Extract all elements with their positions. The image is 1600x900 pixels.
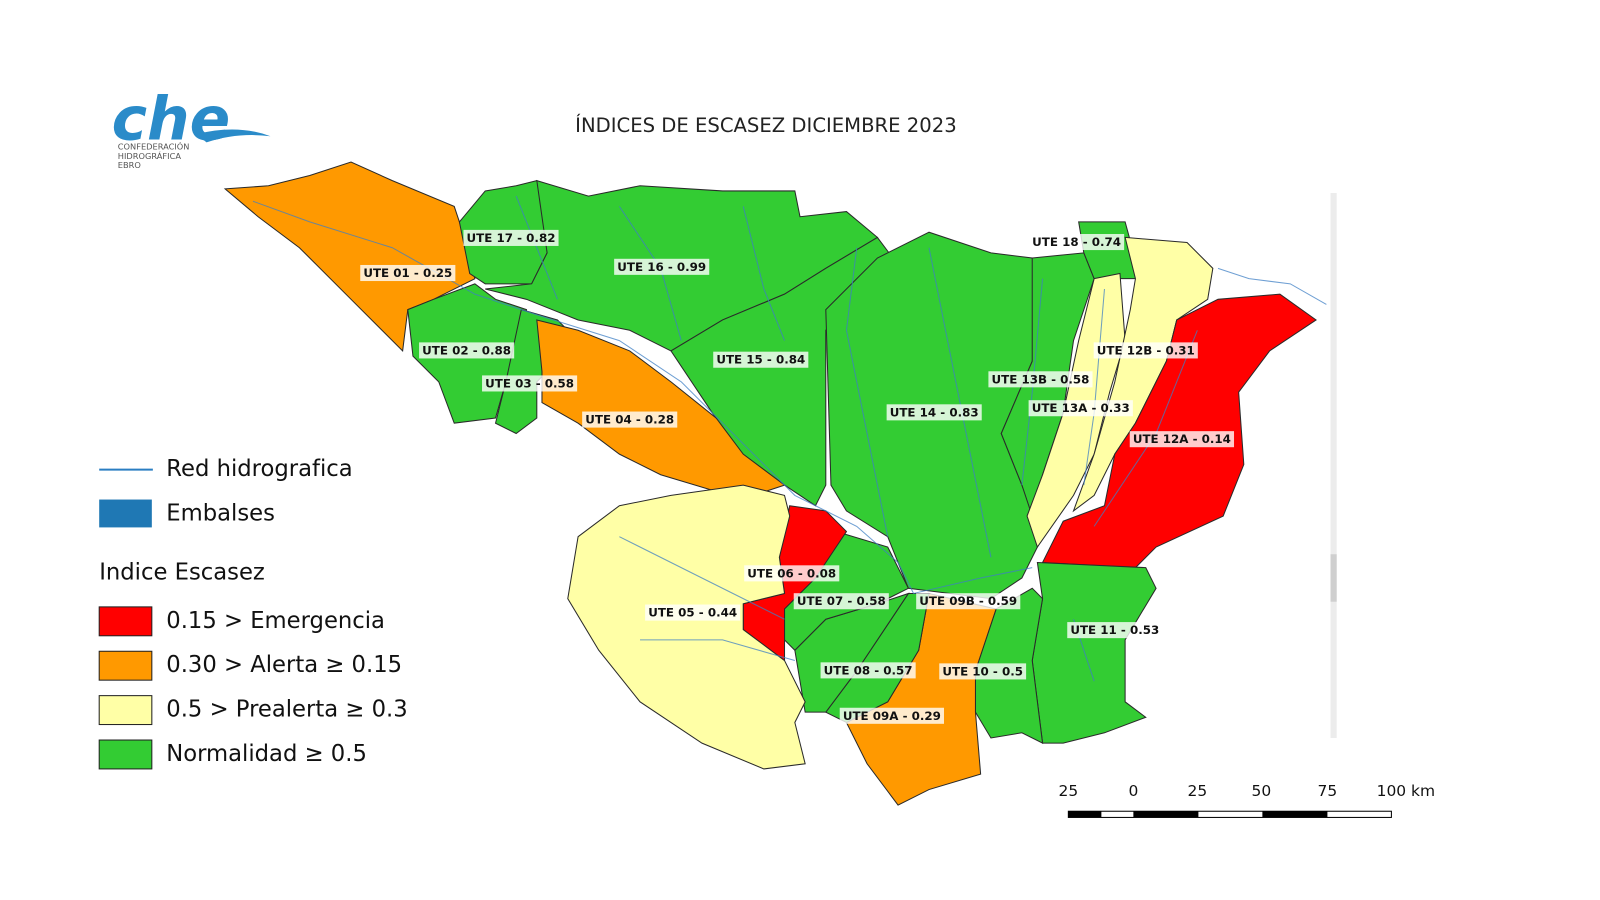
region-label: UTE 01 - 0.25 — [363, 266, 452, 280]
scale-label: 100 km — [1377, 782, 1435, 800]
logo-mark: che — [112, 84, 231, 154]
region-label: UTE 18 - 0.74 — [1032, 235, 1121, 249]
scale-label: 50 — [1252, 782, 1272, 800]
label-background — [360, 264, 456, 282]
scale-bar: 25 0 25 50 75 100 km — [1059, 782, 1435, 818]
logo-wave — [196, 129, 271, 143]
region-label: UTE 09B - 0.59 — [919, 594, 1017, 608]
legend: Red hidrografica Embalses Indice Escasez… — [98, 456, 408, 770]
legend-heading: Indice Escasez — [99, 559, 265, 585]
label-background — [1129, 431, 1235, 448]
region-label: UTE 11 - 0.53 — [1070, 623, 1159, 637]
label-background — [820, 662, 916, 679]
label-background — [939, 663, 1027, 680]
region-label: UTE 08 - 0.57 — [824, 663, 913, 677]
region-label: UTE 10 - 0.5 — [942, 664, 1023, 678]
rivers — [252, 195, 1327, 682]
legend-swatch — [98, 606, 153, 637]
legend-swatch — [99, 499, 152, 528]
logo-text: EBRO — [118, 160, 142, 170]
region — [1041, 293, 1317, 569]
legend-class: Normalidad ≥ 0.5 — [166, 741, 367, 767]
region-label: UTE 03 - 0.58 — [485, 376, 574, 390]
map-title: ÍNDICES DE ESCASEZ DICIEMBRE 2023 — [575, 114, 957, 137]
region-label: UTE 05 - 0.44 — [648, 606, 737, 620]
region-label: UTE 17 - 0.82 — [467, 231, 556, 245]
region-label: UTE 02 - 0.88 — [422, 343, 511, 357]
logo: che CONFEDERACIÓN HIDROGRÁFICA EBRO — [112, 84, 271, 170]
legend-class: 0.30 > Alerta ≥ 0.15 — [166, 652, 402, 678]
region-label: UTE 09A - 0.29 — [843, 709, 941, 723]
label-background — [582, 411, 678, 428]
label-background — [645, 604, 741, 621]
label-background — [1029, 234, 1125, 251]
scrollbar-track — [1330, 193, 1337, 738]
label-background — [1028, 400, 1133, 417]
label-background — [916, 593, 1021, 610]
scale-segment — [1133, 811, 1199, 818]
label-background — [1067, 622, 1163, 639]
region-label: UTE 13B - 0.58 — [992, 372, 1090, 386]
region-label: UTE 07 - 0.58 — [797, 594, 886, 608]
scale-label: 25 — [1188, 782, 1208, 800]
label-background — [419, 342, 515, 359]
logo-text: HIDROGRÁFICA — [118, 150, 182, 161]
label-background — [839, 707, 944, 724]
scale-label: 25 — [1059, 782, 1079, 800]
label-background — [463, 229, 559, 246]
region-label: UTE 15 - 0.84 — [716, 353, 805, 367]
scale-label: 0 — [1128, 782, 1138, 800]
label-background — [1093, 342, 1198, 359]
legend-swatch — [98, 650, 153, 681]
label-background — [744, 565, 840, 582]
scale-frame — [1067, 810, 1392, 818]
label-background — [793, 593, 889, 610]
scale-segment — [1262, 811, 1328, 818]
label-background — [886, 404, 982, 421]
region-label: UTE 12B - 0.31 — [1097, 343, 1195, 357]
region-label: UTE 04 - 0.28 — [585, 413, 674, 427]
label-background — [482, 375, 578, 392]
region-label: UTE 14 - 0.83 — [890, 405, 979, 419]
region — [223, 161, 476, 353]
region-labels: UTE 01 - 0.25 UTE 17 - 0.82 UTE 16 - 0.9… — [360, 229, 1235, 724]
region-label: UTE 16 - 0.99 — [617, 260, 706, 274]
region-label: UTE 12A - 0.14 — [1133, 432, 1231, 446]
scale-segment — [1068, 811, 1102, 818]
legend-swatch — [98, 739, 153, 770]
legend-class: 0.5 > Prealerta ≥ 0.3 — [166, 697, 407, 723]
region-label: UTE 13A - 0.33 — [1032, 401, 1130, 415]
logo-text: CONFEDERACIÓN — [118, 141, 190, 152]
label-background — [988, 371, 1093, 388]
legend-layer: Red hidrografica — [166, 456, 352, 482]
region — [1031, 561, 1157, 744]
label-background — [713, 351, 809, 368]
scale-label: 75 — [1318, 782, 1338, 800]
region — [567, 484, 806, 770]
label-background — [614, 258, 710, 275]
legend-class: 0.15 > Emergencia — [166, 608, 385, 634]
legend-swatch — [98, 695, 153, 726]
legend-layer: Embalses — [166, 500, 275, 526]
region-label: UTE 06 - 0.08 — [747, 566, 836, 580]
scrollbar-thumb[interactable] — [1330, 554, 1337, 602]
